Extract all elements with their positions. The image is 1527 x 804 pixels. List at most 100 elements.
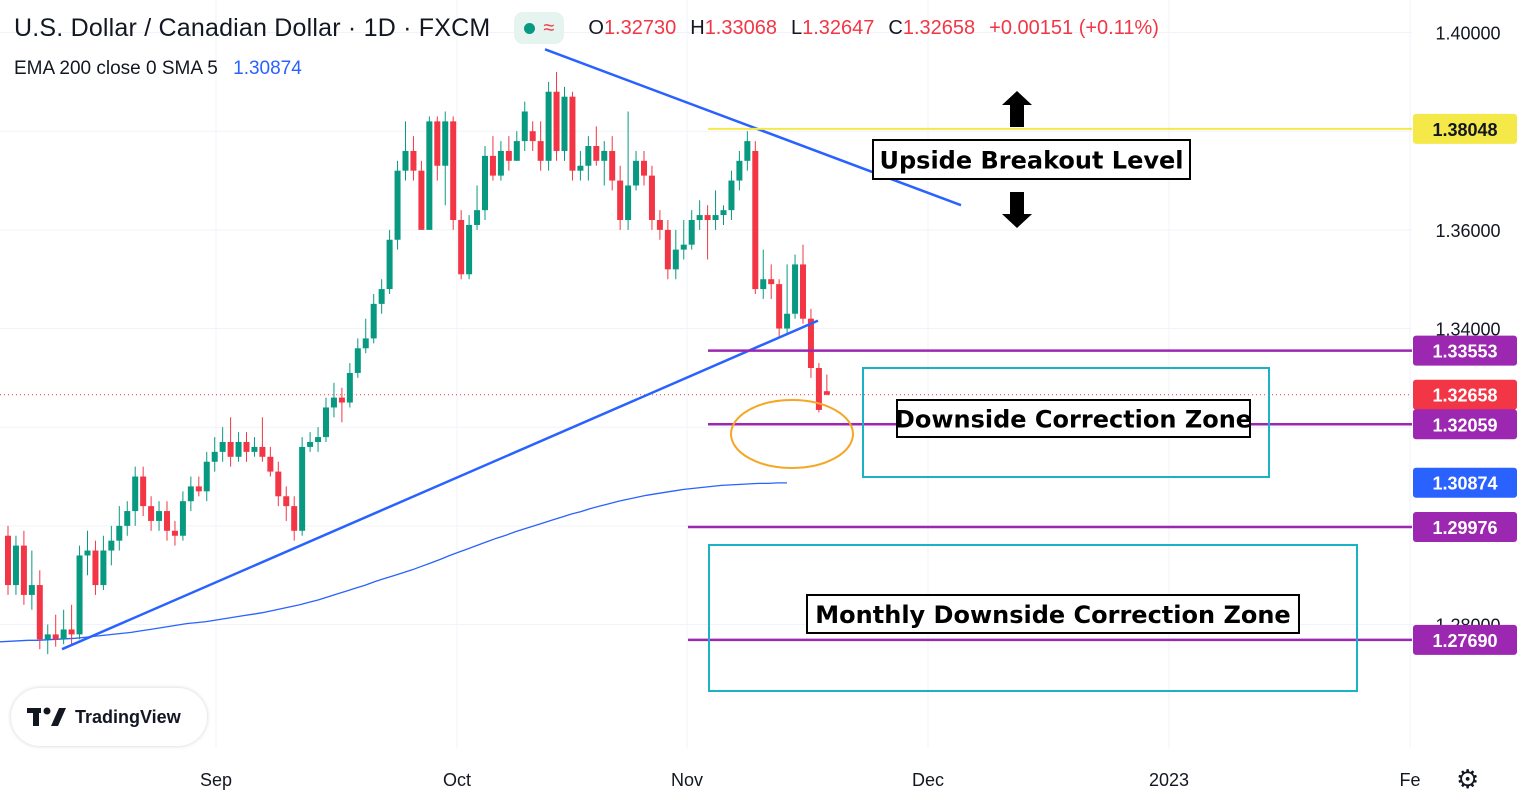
candle-body — [553, 91, 560, 151]
candle-body — [60, 629, 67, 640]
ohlc-values: O1.32730 H1.33068 L1.32647 C1.32658 +0.00151… — [588, 17, 1173, 40]
candle-body — [259, 446, 266, 457]
candle-body — [84, 550, 91, 556]
candle-body — [823, 391, 830, 395]
candle-body — [164, 511, 170, 531]
candle-body — [672, 249, 679, 270]
candle-body — [291, 506, 298, 531]
candle-body — [561, 96, 568, 151]
price-label: 1.29976 — [1432, 518, 1497, 538]
downside-zone-label-box[interactable] — [896, 399, 1251, 438]
candle-body — [211, 451, 218, 462]
ema-line-group — [0, 482, 787, 643]
time-tick-label: Dec — [912, 770, 944, 790]
candle-body — [219, 442, 226, 452]
candle-body — [378, 289, 385, 304]
upside-breakout-label[interactable]: Upside Breakout Level — [879, 147, 1183, 175]
price-label-bg — [1413, 467, 1517, 498]
candle-body — [28, 585, 35, 595]
status-pill[interactable]: ≈ — [514, 12, 565, 44]
candle-body — [752, 150, 759, 290]
candle-body — [768, 279, 775, 285]
candle-body — [100, 550, 107, 586]
price-label: 1.30874 — [1432, 474, 1497, 494]
candle-body — [12, 545, 19, 586]
candle-body — [601, 150, 608, 161]
candle-body — [815, 368, 822, 410]
highlight-ellipse[interactable] — [730, 399, 854, 469]
candle-body — [410, 150, 417, 171]
candle-body — [760, 279, 767, 290]
candle-body — [720, 210, 727, 216]
candle-body — [76, 555, 83, 635]
upside-breakout-label-box[interactable] — [872, 139, 1191, 180]
candle-body — [474, 210, 481, 225]
candle-body — [497, 150, 504, 176]
monthly-zone-label-box[interactable] — [806, 594, 1300, 634]
candle-body — [434, 121, 441, 166]
wave-icon: ≈ — [543, 17, 555, 39]
candle-body — [696, 215, 703, 221]
price-label: 1.27690 — [1432, 631, 1497, 651]
candle-body — [482, 155, 488, 211]
monthly-zone-label[interactable]: Monthly Downside Correction Zone — [815, 601, 1290, 629]
candle-body — [92, 550, 99, 586]
candle-body — [529, 131, 536, 142]
price-axis[interactable]: 1.400001.360001.340001.280001.380481.335… — [1413, 24, 1517, 655]
drawings-group[interactable]: Upside Breakout Level Downside Correction… — [61, 48, 1412, 692]
price-tick-label: 1.40000 — [1435, 24, 1500, 44]
candle-body — [593, 146, 600, 161]
tradingview-logo-icon — [27, 707, 66, 726]
price-tick-label: 1.36000 — [1435, 221, 1500, 241]
downside-zone-label[interactable]: Downside Correction Zone — [895, 406, 1252, 434]
time-tick-label: Oct — [443, 770, 471, 790]
candle-body — [330, 397, 337, 408]
candle-body — [354, 348, 361, 373]
candle-body — [44, 634, 51, 640]
time-axis[interactable]: Sep Oct Nov Dec 2023 Fe — [200, 770, 1421, 790]
gear-icon[interactable]: ⚙ — [1456, 764, 1480, 794]
candle-body — [68, 629, 75, 635]
indicator-value: 1.30874 — [233, 58, 302, 79]
candle-body — [426, 121, 433, 230]
indicator-legend[interactable]: EMA 200 close 0 SMA 5 1.30874 — [14, 58, 302, 80]
candle-body — [179, 501, 186, 536]
candle-body — [744, 141, 751, 161]
price-label-bg — [1413, 512, 1517, 543]
down-arrow-icon — [1002, 192, 1032, 228]
time-tick-label: 2023 — [1149, 770, 1189, 790]
price-label: 1.38048 — [1432, 120, 1497, 140]
ascending-trendline[interactable] — [61, 319, 819, 651]
candle-body — [299, 446, 306, 531]
candle-body — [680, 244, 687, 250]
candle-body — [116, 525, 123, 541]
candle-body — [108, 540, 115, 551]
candle-body — [585, 146, 592, 166]
ema-line — [0, 482, 787, 643]
candle-body — [545, 91, 552, 161]
candle-body — [195, 486, 202, 492]
candle-body — [450, 121, 457, 221]
candle-body — [609, 150, 616, 181]
candle-body — [307, 442, 314, 447]
symbol-title[interactable]: U.S. Dollar / Canadian Dollar · 1D · FXC… — [14, 13, 491, 42]
candle-body — [648, 175, 655, 221]
monthly-zone-box[interactable] — [708, 544, 1358, 692]
price-label-bg — [1413, 624, 1517, 655]
up-arrow-icon — [1002, 91, 1032, 127]
candle-body — [537, 141, 544, 161]
green-dot-icon — [524, 22, 536, 34]
time-tick-label: Nov — [671, 770, 703, 790]
candle-body — [625, 185, 632, 221]
candle-body — [148, 506, 155, 521]
downside-zone-box[interactable] — [862, 367, 1270, 478]
candle-body — [124, 511, 131, 526]
candle-body — [736, 160, 743, 181]
symbol-legend: U.S. Dollar / Canadian Dollar · 1D · FXC… — [14, 12, 1173, 44]
price-label: 1.32658 — [1432, 386, 1497, 406]
ohlc-key: O — [588, 16, 604, 39]
candles-group — [5, 72, 830, 655]
candle-body — [275, 471, 282, 497]
tradingview-logo[interactable]: TradingView — [11, 688, 207, 746]
